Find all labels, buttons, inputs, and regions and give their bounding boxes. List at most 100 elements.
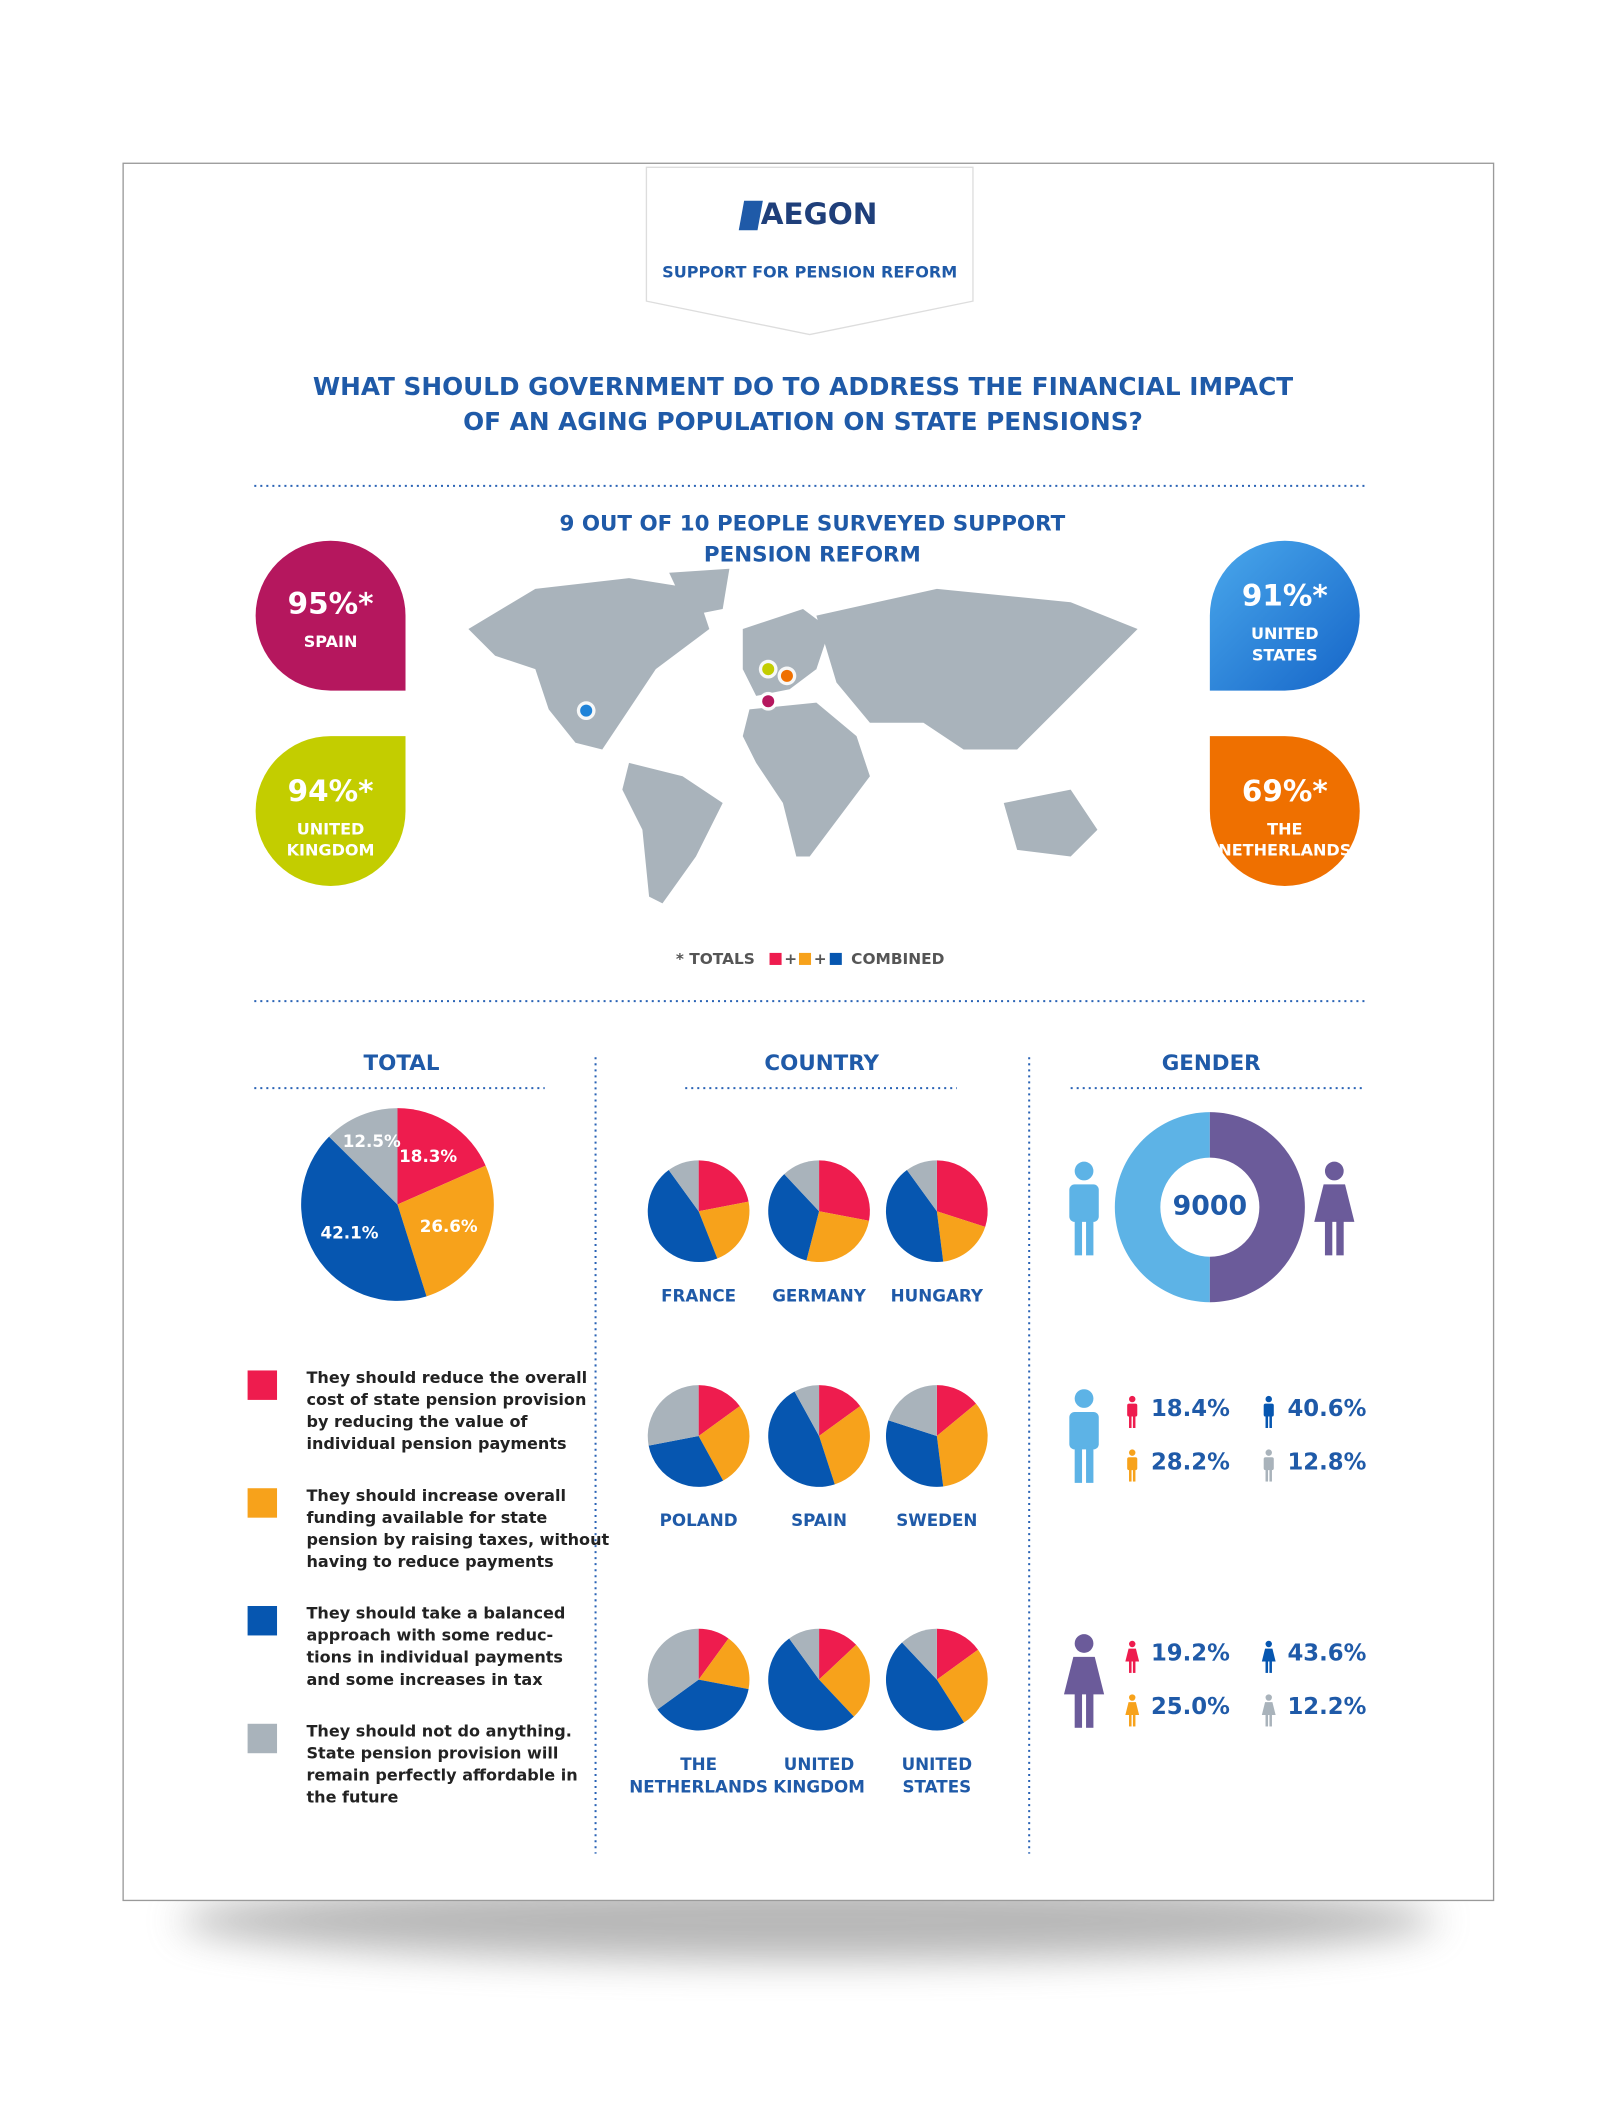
map-marker — [580, 704, 593, 717]
person-icon — [1324, 1161, 1344, 1181]
country-pie-label: FRANCE — [661, 1285, 736, 1305]
country-pie-slice — [648, 1436, 724, 1487]
gender-stat: 12.2% — [1287, 1694, 1366, 1720]
section-title: COUNTRY — [764, 1051, 879, 1076]
country-pie-label: SWEDEN — [896, 1510, 977, 1530]
section-title: TOTAL — [364, 1051, 440, 1076]
country-bubble — [255, 540, 406, 691]
person-icon — [1063, 1656, 1105, 1695]
country-pie-slice — [768, 1391, 835, 1487]
person-icon — [1129, 1395, 1136, 1403]
country-name: SPAIN — [304, 632, 358, 651]
map-marker — [780, 669, 793, 682]
person-icon — [1129, 1469, 1132, 1482]
legend-text: having to reduce payments — [306, 1552, 553, 1571]
gender-stat: 25.0% — [1151, 1694, 1230, 1720]
country-share: 69%* — [1242, 774, 1328, 808]
country-pie-slice — [789, 1628, 820, 1680]
country-pie-label: KINGDOM — [773, 1777, 865, 1797]
country-pie-slice — [806, 1211, 870, 1263]
person-icon — [1265, 1449, 1272, 1456]
legend-text: individual pension payments — [306, 1434, 566, 1453]
legend-text: State pension provision will — [306, 1743, 558, 1762]
country-pie-slice — [888, 1385, 937, 1437]
country-pie-slice — [647, 1385, 699, 1446]
footnote: + — [784, 950, 797, 968]
country-pie-slice — [885, 1420, 944, 1487]
map-marker — [762, 663, 775, 676]
person-icon — [1324, 1219, 1333, 1256]
country-name: STATES — [1252, 645, 1318, 664]
person-icon — [1132, 1660, 1136, 1673]
person-icon — [1129, 1694, 1136, 1701]
person-icon — [1265, 1469, 1269, 1482]
survey-title: PENSION REFORM — [704, 542, 921, 567]
header-tab — [645, 166, 974, 336]
gender-stat: 12.8% — [1287, 1449, 1366, 1475]
country-pie-slice — [698, 1160, 749, 1212]
person-icon — [1069, 1184, 1099, 1222]
person-icon — [1074, 1219, 1083, 1256]
section-title: GENDER — [1162, 1051, 1261, 1076]
page-card — [122, 162, 1495, 1902]
country-pie-slice — [698, 1638, 750, 1690]
legend-text: cost of state pension provision — [306, 1390, 586, 1409]
country-pie-slice — [794, 1385, 820, 1437]
country-pie-label: GERMANY — [772, 1285, 867, 1305]
legend-text: funding available for state — [306, 1508, 547, 1527]
legend-text: and some increases in tax — [306, 1670, 543, 1689]
person-icon — [1132, 1714, 1136, 1727]
legend-text: tions in individual payments — [306, 1648, 563, 1667]
person-icon — [1129, 1449, 1136, 1456]
slice-label: 12.5% — [343, 1131, 401, 1151]
person-icon — [1263, 1457, 1274, 1471]
country-pie-slice — [936, 1628, 978, 1680]
person-icon — [1074, 1634, 1094, 1653]
country-bubble — [1209, 540, 1360, 691]
country-pie-slice — [657, 1679, 749, 1731]
question-line: OF AN AGING POPULATION ON STATE PENSIONS… — [463, 407, 1143, 436]
country-pie-slice — [819, 1406, 870, 1485]
person-icon — [1086, 1219, 1094, 1256]
country-pie-label: STATES — [903, 1777, 972, 1797]
country-name: NETHERLANDS — [1218, 841, 1351, 860]
person-icon — [1261, 1648, 1276, 1662]
country-pie-slice — [647, 1628, 699, 1710]
person-icon — [1265, 1660, 1269, 1673]
person-icon — [1261, 1702, 1276, 1715]
footnote-swatch — [798, 952, 812, 965]
country-pie-label: HUNGARY — [891, 1285, 984, 1305]
person-icon — [1069, 1411, 1099, 1450]
legend-text: approach with some reduc- — [306, 1626, 553, 1645]
person-icon — [1132, 1469, 1136, 1482]
country-name: THE — [1267, 819, 1302, 838]
country-pie-slice — [819, 1160, 870, 1221]
country-pie-slice — [885, 1642, 965, 1731]
country-pie-label: UNITED — [902, 1754, 973, 1774]
country-name: UNITED — [1251, 624, 1319, 643]
country-name: UNITED — [297, 819, 365, 838]
country-pie-label: UNITED — [784, 1754, 855, 1774]
person-icon — [1127, 1403, 1138, 1417]
country-share: 95%* — [288, 586, 374, 620]
country-pie-slice — [698, 1385, 740, 1437]
logo: AEGON — [761, 197, 878, 231]
country-pie-slice — [819, 1385, 861, 1437]
person-icon — [1129, 1640, 1136, 1648]
person-icon — [1074, 1691, 1083, 1728]
footnote: COMBINED — [851, 950, 944, 968]
person-icon — [1269, 1660, 1272, 1673]
pie-slice — [397, 1108, 486, 1205]
person-icon — [1265, 1694, 1272, 1701]
gender-stat: 18.4% — [1151, 1396, 1230, 1422]
country-name: KINGDOM — [287, 841, 375, 860]
person-icon — [1314, 1184, 1355, 1222]
pie-slice — [397, 1165, 494, 1297]
country-pie-slice — [936, 1403, 988, 1487]
person-icon — [1269, 1415, 1272, 1429]
survey-title: 9 OUT OF 10 PEOPLE SURVEYED SUPPORT — [560, 512, 1066, 537]
country-bubble — [255, 736, 406, 886]
person-icon — [1129, 1714, 1132, 1727]
country-pie-label: NETHERLANDS — [629, 1777, 768, 1797]
